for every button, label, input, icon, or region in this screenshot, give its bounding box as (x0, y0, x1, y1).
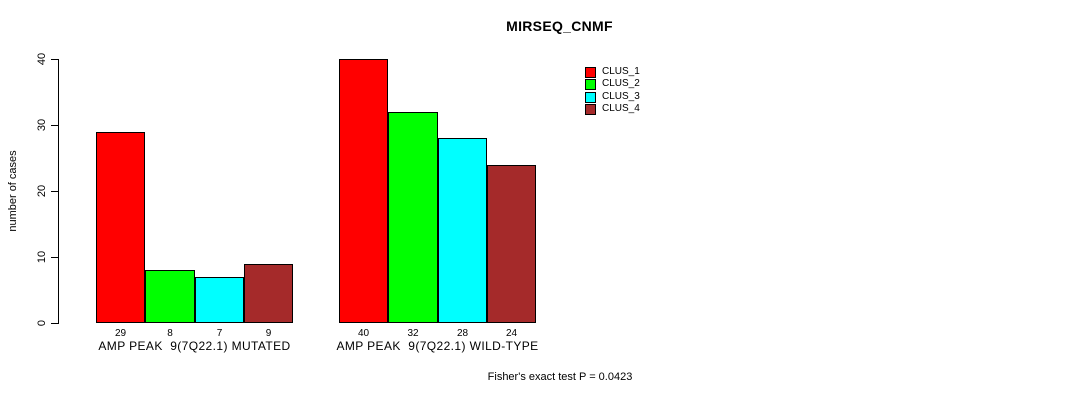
y-axis-tick (51, 125, 58, 126)
y-axis-tick (51, 191, 58, 192)
y-axis-tick (51, 323, 58, 324)
bar-clus_2-group2 (388, 112, 438, 323)
bar-clus_1-group1 (96, 132, 145, 323)
legend-swatch-clus_4 (585, 103, 596, 115)
legend-swatch-clus_3 (585, 91, 596, 103)
x-axis-category-label: AMP PEAK 9(7Q22.1) WILD-TYPE (336, 339, 539, 353)
legend-label: CLUS_4 (602, 103, 640, 114)
y-axis-tick-label: 0 (36, 319, 48, 327)
bar-value-label: 28 (456, 328, 469, 339)
bar-value-label: 9 (265, 328, 272, 339)
legend-swatch-clus_2 (585, 78, 596, 90)
legend-item: CLUS_3 (585, 91, 640, 103)
legend-label: CLUS_2 (602, 78, 640, 89)
y-axis-line (58, 59, 59, 324)
bar-value-label: 32 (407, 328, 419, 339)
legend-label: CLUS_1 (602, 66, 640, 77)
stat-note: Fisher's exact test P = 0.0423 (487, 371, 633, 383)
legend-item: CLUS_2 (585, 78, 640, 90)
bar-value-label: 8 (167, 328, 173, 339)
legend-item: CLUS_4 (585, 103, 640, 115)
bar-clus_4-group2 (487, 165, 536, 323)
bar-clus_3-group1 (195, 277, 244, 323)
y-axis-tick (51, 59, 58, 60)
y-axis-tick-label: 30 (36, 118, 48, 132)
y-axis-tick (51, 257, 58, 258)
legend-swatch-clus_1 (585, 66, 596, 78)
bar-value-label: 7 (216, 328, 223, 339)
bar-value-label: 40 (357, 328, 370, 339)
y-axis-tick-label: 40 (36, 52, 48, 66)
y-axis-tick-label: 10 (36, 250, 48, 264)
bar-clus_1-group2 (339, 59, 388, 323)
legend-label: CLUS_3 (602, 91, 640, 102)
y-axis-title: number of cases (7, 150, 19, 232)
bar-value-label: 29 (114, 328, 127, 339)
chart-title: MIRSEQ_CNMF (506, 18, 613, 34)
bar-value-label: 24 (505, 328, 518, 339)
y-axis-tick-label: 20 (36, 184, 48, 198)
x-axis-category-label: AMP PEAK 9(7Q22.1) MUTATED (98, 339, 291, 353)
legend-item: CLUS_1 (585, 66, 640, 78)
bar-clus_2-group1 (145, 270, 195, 323)
bar-clus_3-group2 (438, 138, 487, 323)
bar-clus_4-group1 (244, 264, 293, 323)
